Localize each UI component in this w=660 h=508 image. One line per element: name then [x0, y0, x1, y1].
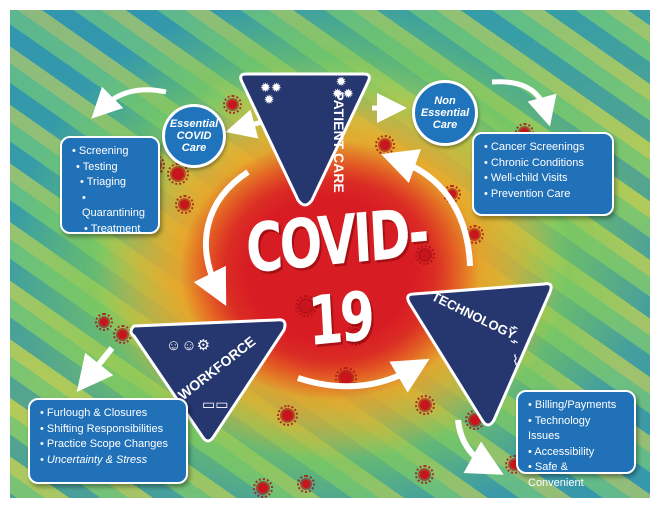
circuit-icon-lower: ⌇: [512, 352, 519, 368]
list-item: Shifting Responsibilities: [40, 422, 176, 438]
essential-line-1: Essential: [169, 118, 219, 130]
virus-particle: [415, 465, 434, 484]
patient-care-node: ✹✹ ✹ ✹ ✹✹ PATIENT CARE: [238, 68, 372, 208]
list-item: Quarantining: [72, 191, 148, 222]
list-item: Well-child Visits: [484, 171, 602, 187]
virus-particle: [175, 195, 194, 214]
non-essential-line-1: Non: [434, 95, 456, 107]
list-item: Prevention Care: [484, 187, 602, 203]
workforce-triangle: [129, 318, 287, 443]
arrow-workforce-to-box: [76, 346, 115, 393]
list-item: Triaging: [72, 175, 148, 191]
arrow-non-essential-to-box: [491, 79, 557, 127]
arrow-to-essential: [225, 109, 263, 139]
list-item: Technology Issues: [528, 414, 624, 445]
non-essential-line-3: Care: [432, 119, 458, 131]
virus-particle: [95, 313, 113, 331]
essential-line-2: COVID: [176, 130, 212, 142]
technology-node: TECHNOLOGY ⌁ ⌁ ⌇: [400, 272, 562, 432]
list-item: Treatment: [72, 222, 148, 238]
essential-care-list: Screening Testing Triaging Quarantining …: [72, 144, 148, 237]
list-item: Cancer Screenings: [484, 140, 602, 156]
virus-particle: [415, 245, 435, 265]
technology-box: Billing/Payments Technology Issues Acces…: [516, 390, 636, 489]
list-item: Furlough & Closures: [40, 406, 176, 422]
workforce-node: ☺☺⚙ ▭▭ WORKFORCE: [124, 296, 294, 446]
virus-cluster-icon-right: ✹ ✹✹: [332, 74, 354, 101]
list-item: Chronic Conditions: [484, 156, 602, 172]
virus-particle: [345, 325, 366, 346]
technology-triangle: [406, 282, 553, 427]
workforce-list: Furlough & Closures Shifting Responsibil…: [40, 406, 176, 468]
people-icon: ☺☺⚙: [166, 337, 211, 354]
patient-care-label: PATIENT CARE: [331, 91, 347, 193]
list-item: Billing/Payments: [528, 398, 624, 414]
arrow-essential-to-box: [91, 86, 167, 119]
virus-particle: [297, 475, 315, 493]
essential-line-3: Care: [181, 142, 207, 154]
workforce-box: Furlough & Closures Shifting Responsibil…: [28, 398, 188, 484]
non-essential-care-box: Cancer Screenings Chronic Conditions Wel…: [472, 132, 614, 216]
list-item: Accessibility: [528, 445, 624, 461]
org-chart-icon: ▭▭: [202, 396, 229, 412]
patient-care-triangle: [239, 72, 371, 207]
list-item: Screening: [72, 144, 148, 160]
list-item: Practice Scope Changes: [40, 437, 176, 453]
non-essential-line-2: Essential: [420, 107, 470, 119]
essential-care-box: Screening Testing Triaging Quarantining …: [60, 136, 160, 237]
arrow-technology-to-box: [455, 419, 504, 475]
circuit-icon: ⌁ ⌁: [510, 319, 519, 349]
non-essential-care-list: Cancer Screenings Chronic Conditions Wel…: [484, 140, 602, 202]
arrow-workforce-to-technology: [297, 358, 430, 393]
technology-list: Billing/Payments Technology Issues Acces…: [528, 398, 624, 491]
list-item: Safe & Convenient: [528, 460, 624, 491]
non-essential-care-bubble: Non Essential Care: [412, 80, 478, 146]
arrow-technology-to-patient: [381, 149, 473, 267]
virus-particle: [415, 395, 435, 415]
list-item: Testing: [72, 160, 148, 176]
virus-particle: [277, 405, 298, 426]
essential-covid-care-bubble: Essential COVID Care: [162, 104, 226, 168]
list-item: Uncertainty & Stress: [40, 453, 176, 469]
virus-cluster-icon: ✹✹ ✹: [260, 80, 282, 107]
arrow-patient-to-workforce: [193, 169, 250, 307]
virus-particle: [253, 478, 273, 498]
virus-particle: [295, 295, 317, 317]
